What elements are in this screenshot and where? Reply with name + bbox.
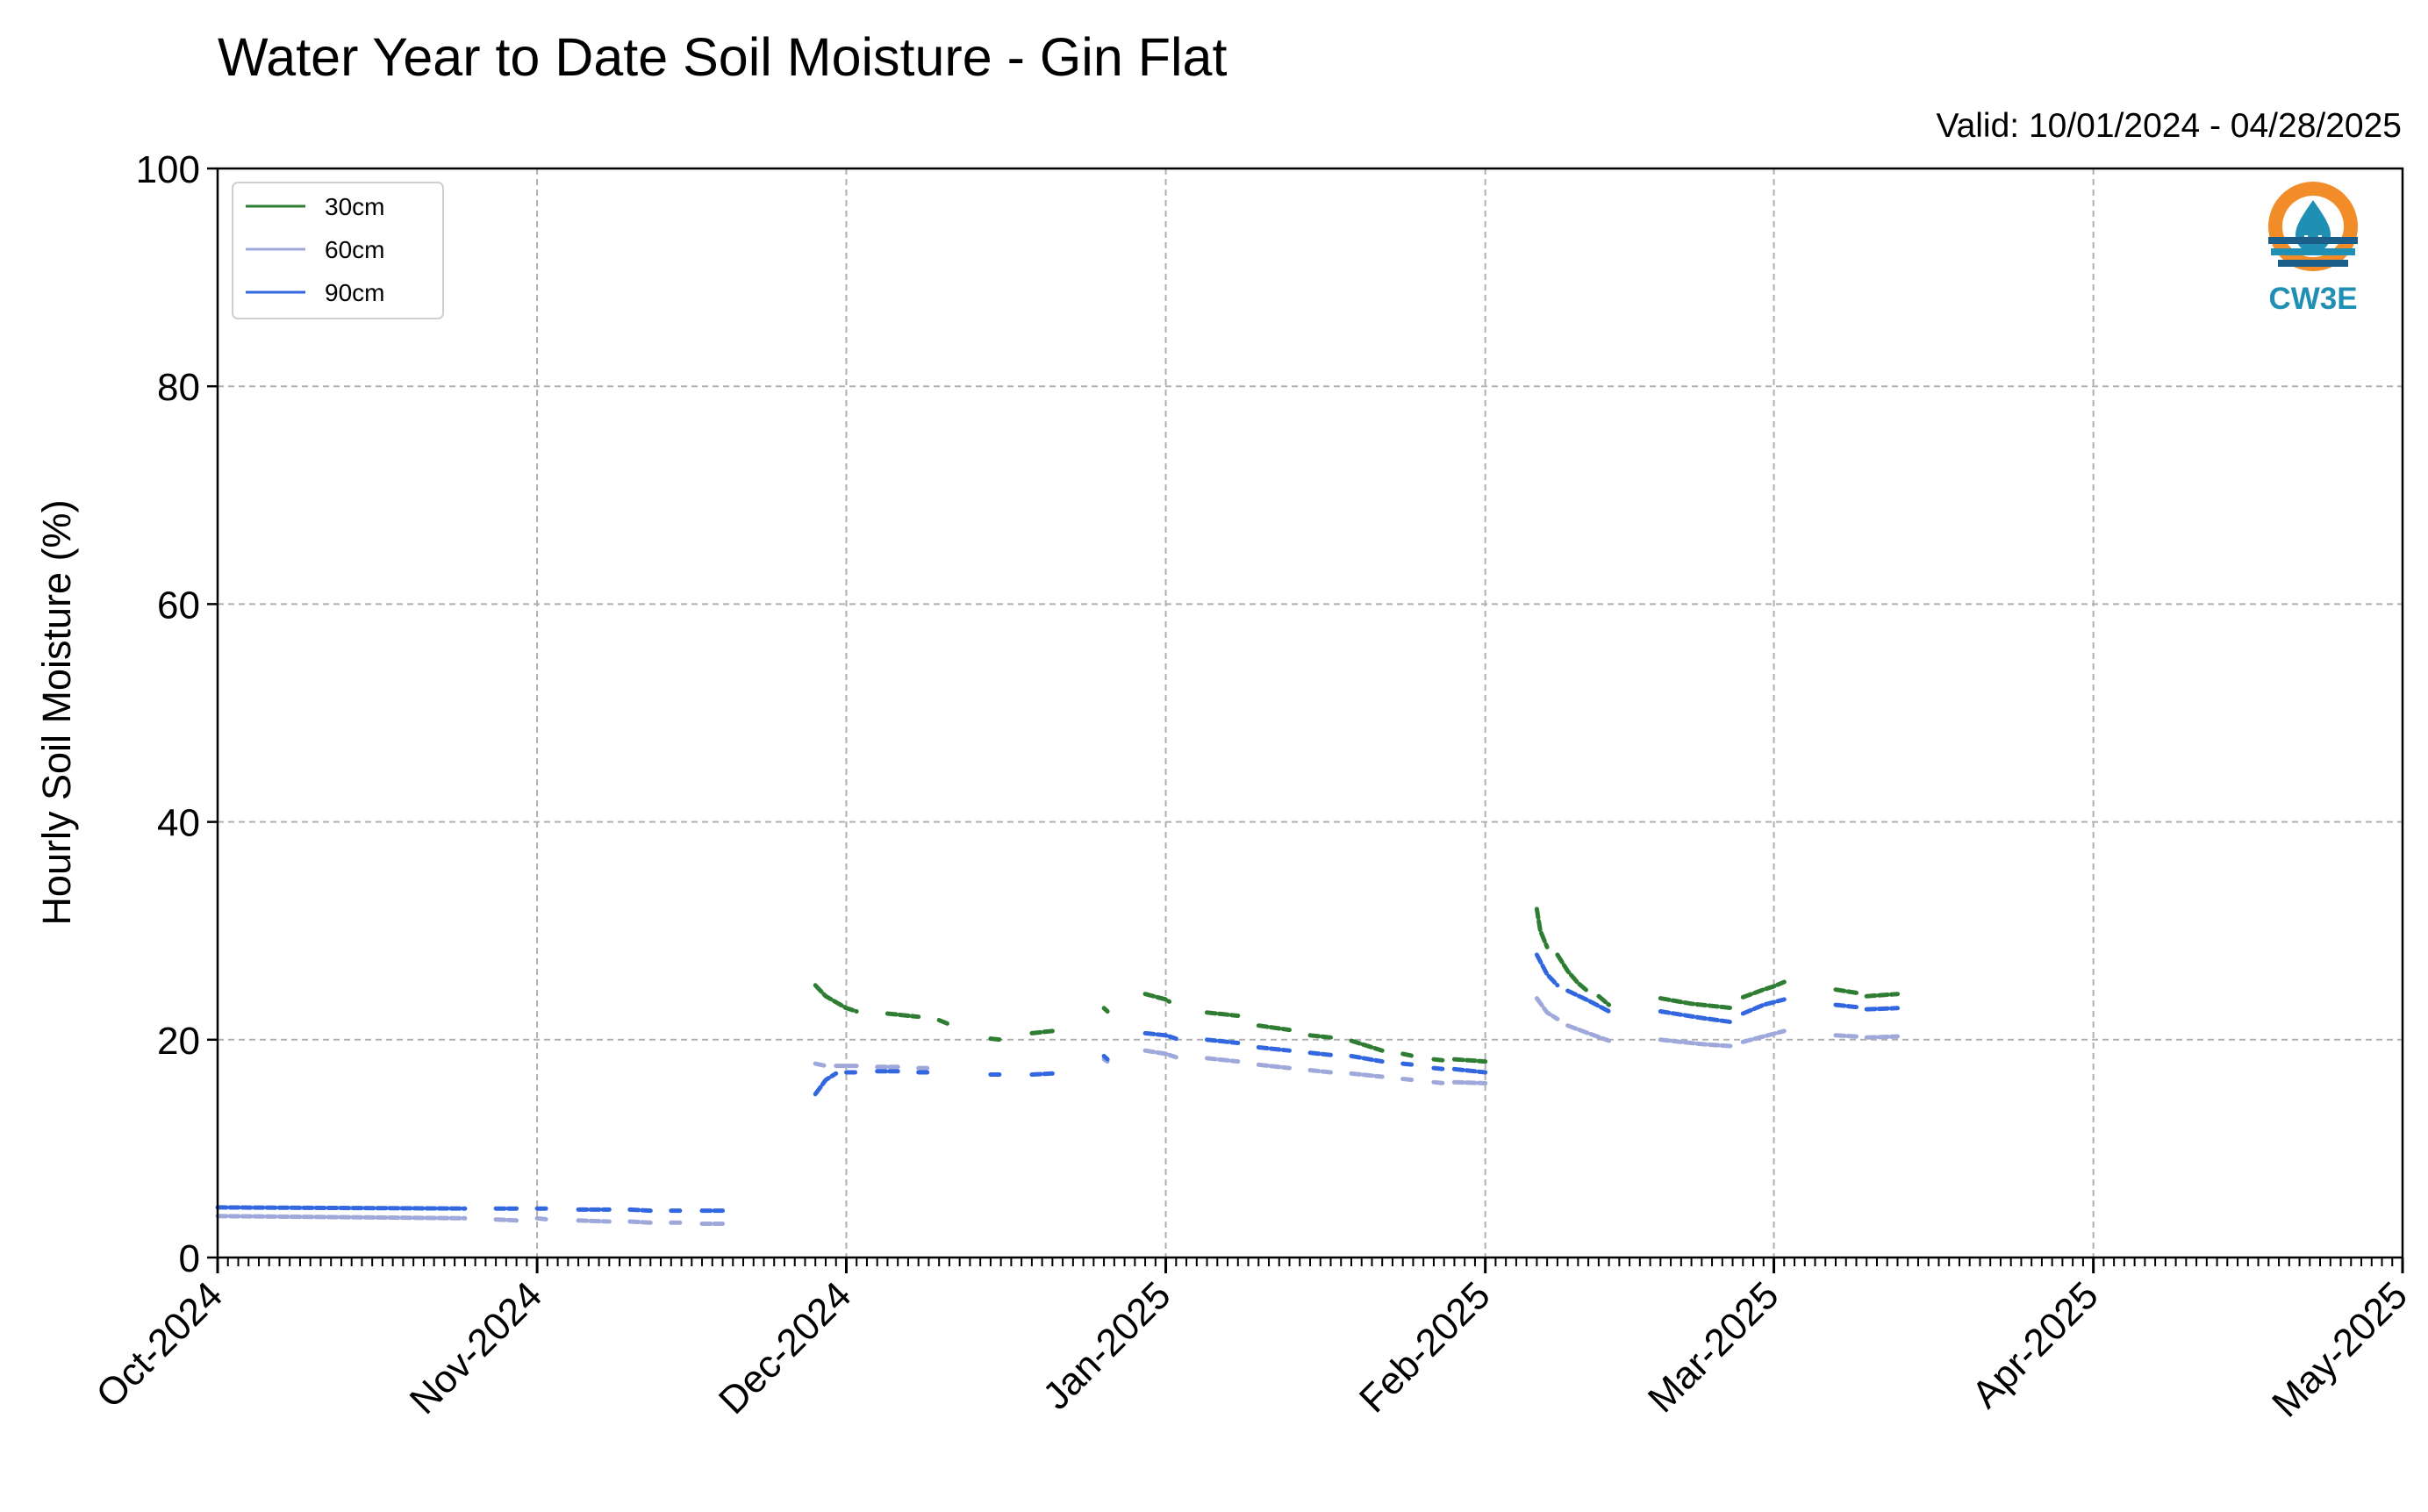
series-line-segment bbox=[1431, 1079, 1447, 1086]
series-line-segment bbox=[1658, 1037, 1736, 1049]
series-line-segment bbox=[1555, 952, 1591, 994]
series-line-segment bbox=[1142, 992, 1172, 1004]
series-line-segment bbox=[813, 1071, 839, 1097]
series-lines bbox=[215, 906, 1900, 1226]
series-line-segment bbox=[1864, 1034, 1900, 1040]
series-line-segment bbox=[1451, 1079, 1488, 1086]
x-tick-label: Nov-2024 bbox=[402, 1273, 551, 1422]
valid-date-range: Valid: 10/01/2024 - 04/28/2025 bbox=[1936, 107, 2402, 145]
series-line-segment bbox=[1142, 1048, 1178, 1060]
series-line-segment bbox=[1431, 1065, 1447, 1071]
series-line-segment bbox=[1833, 987, 1859, 995]
water-drop-icon bbox=[2268, 182, 2358, 271]
series-line-segment bbox=[1534, 952, 1560, 988]
series-line-segment bbox=[1307, 1033, 1333, 1040]
series-line-segment bbox=[215, 1205, 468, 1211]
series-line-segment bbox=[1864, 1006, 1900, 1012]
series-60cm bbox=[215, 996, 1900, 1226]
series-line-segment bbox=[627, 1207, 653, 1214]
axis-ticks: 0 20 40 60 80 100 Oct-2024 Nov-2024 Dec-2024 Jan-… bbox=[88, 148, 2416, 1425]
series-line-segment bbox=[1307, 1050, 1333, 1057]
series-90cm bbox=[215, 952, 1900, 1214]
x-tick-label: Mar-2025 bbox=[1640, 1273, 1787, 1421]
series-line-segment bbox=[1400, 1051, 1415, 1058]
series-line-segment bbox=[493, 1217, 519, 1223]
legend-label-60cm: 60cm bbox=[325, 236, 384, 263]
logo-text: CW3E bbox=[2268, 282, 2357, 316]
legend-label-90cm: 90cm bbox=[325, 279, 384, 306]
series-line-segment bbox=[813, 983, 859, 1014]
series-line-segment bbox=[1101, 1006, 1110, 1014]
series-line-segment bbox=[1101, 1053, 1110, 1062]
series-line-segment bbox=[1740, 979, 1787, 1000]
y-tick-label: 0 bbox=[179, 1237, 200, 1280]
series-line-segment bbox=[936, 1018, 952, 1027]
series-line-segment bbox=[1833, 1002, 1859, 1010]
series-line-segment bbox=[215, 1214, 468, 1221]
series-line-segment bbox=[1431, 1057, 1447, 1063]
x-tick-label: Jan-2025 bbox=[1035, 1273, 1178, 1417]
chart-title: Water Year to Date Soil Moisture - Gin F… bbox=[218, 27, 1228, 87]
cw3e-logo: CW3E bbox=[2268, 182, 2358, 316]
series-line-segment bbox=[1256, 1062, 1292, 1071]
series-line-segment bbox=[813, 1061, 828, 1069]
series-line-segment bbox=[1596, 993, 1612, 1007]
series-line-segment bbox=[1256, 1045, 1292, 1053]
y-tick-label: 20 bbox=[157, 1020, 200, 1063]
legend-label-30cm: 30cm bbox=[325, 193, 384, 220]
y-tick-label: 40 bbox=[157, 802, 200, 845]
series-line-segment bbox=[1400, 1077, 1415, 1083]
series-line-segment bbox=[534, 1215, 550, 1222]
series-line-segment bbox=[1740, 1028, 1787, 1044]
series-line-segment bbox=[1142, 1030, 1178, 1042]
x-tick-label: Oct-2024 bbox=[88, 1273, 231, 1416]
series-line-segment bbox=[1349, 1071, 1385, 1079]
series-line-segment bbox=[988, 1036, 1004, 1043]
series-line-segment bbox=[1658, 1009, 1736, 1025]
series-line-segment bbox=[1534, 996, 1560, 1021]
legend: 30cm 60cm 90cm bbox=[232, 182, 444, 319]
series-line-segment bbox=[1451, 1066, 1488, 1075]
series-line-segment bbox=[1349, 1038, 1385, 1053]
x-tick-label: May-2025 bbox=[2264, 1273, 2416, 1425]
series-line-segment bbox=[1740, 997, 1787, 1016]
grid-lines bbox=[218, 168, 2403, 1258]
series-line-segment bbox=[885, 1011, 921, 1020]
series-line-segment bbox=[1833, 1033, 1859, 1039]
series-line-segment bbox=[1205, 1010, 1241, 1018]
y-tick-label: 60 bbox=[157, 584, 200, 627]
y-tick-label: 100 bbox=[136, 148, 200, 191]
plot-area-frame bbox=[216, 167, 2404, 1259]
series-line-segment bbox=[1658, 996, 1736, 1011]
series-line-segment bbox=[1349, 1053, 1385, 1064]
y-tick-label: 80 bbox=[157, 366, 200, 409]
x-tick-label: Apr-2025 bbox=[1964, 1273, 2107, 1416]
y-axis-label: Hourly Soil Moisture (%) bbox=[34, 499, 79, 925]
legend-box bbox=[232, 182, 444, 319]
x-tick-label: Dec-2024 bbox=[711, 1273, 860, 1422]
series-line-segment bbox=[1565, 1023, 1612, 1043]
series-line-segment bbox=[576, 1218, 612, 1224]
series-line-segment bbox=[1565, 988, 1612, 1014]
series-30cm bbox=[813, 906, 1900, 1064]
series-line-segment bbox=[1256, 1023, 1292, 1033]
series-line-segment bbox=[1205, 1037, 1241, 1045]
series-line-segment bbox=[1205, 1056, 1241, 1064]
series-line-segment bbox=[1451, 1057, 1488, 1064]
x-tick-label: Feb-2025 bbox=[1351, 1273, 1499, 1421]
series-line-segment bbox=[1029, 1071, 1055, 1077]
y-axis-label-group: Hourly Soil Moisture (%) bbox=[34, 499, 79, 925]
series-line-segment bbox=[1864, 992, 1900, 999]
series-line-segment bbox=[1307, 1068, 1333, 1075]
series-line-segment bbox=[1534, 906, 1550, 949]
series-line-segment bbox=[1029, 1028, 1055, 1035]
